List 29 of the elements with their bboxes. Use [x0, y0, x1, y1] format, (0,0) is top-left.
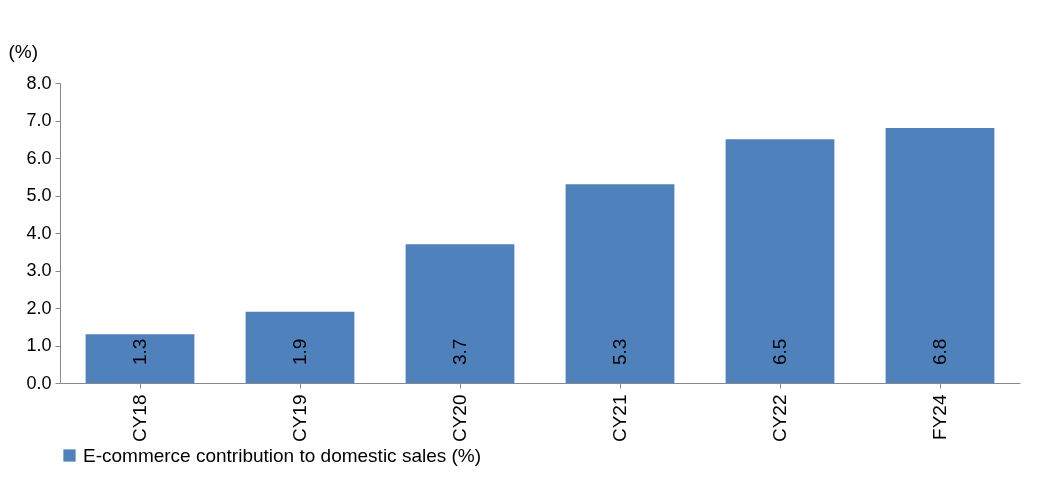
x-tick-label: CY22 — [769, 394, 790, 443]
y-tick-label: 8.0 — [26, 72, 52, 93]
y-axis-title: (%) — [8, 40, 39, 62]
x-tick-label: CY21 — [609, 394, 630, 443]
bar — [85, 334, 195, 383]
y-tick-label: 2.0 — [26, 297, 52, 318]
bar — [245, 311, 355, 383]
y-tick-label: 5.0 — [26, 185, 52, 205]
y-tick-label: 1.0 — [26, 335, 52, 355]
y-tick-label: 3.0 — [26, 260, 52, 280]
x-tick-label: CY19 — [289, 394, 310, 443]
bar — [405, 244, 515, 383]
x-tick-label: CY20 — [449, 394, 470, 443]
bar — [725, 139, 835, 383]
legend-label: E-commerce contribution to domestic sales (%) — [83, 444, 482, 466]
y-tick-label: 7.0 — [26, 110, 52, 130]
data-label: 5.3 — [609, 338, 630, 365]
data-label: 1.9 — [289, 338, 310, 365]
data-label: 6.5 — [769, 338, 790, 365]
y-tick-label: 4.0 — [26, 222, 52, 243]
x-tick-label: CY18 — [129, 394, 150, 443]
data-label: 3.7 — [449, 338, 470, 365]
data-label: 1.3 — [129, 338, 150, 365]
x-tick-label: FY24 — [929, 394, 950, 440]
y-tick-label: 6.0 — [26, 147, 52, 168]
bar — [885, 128, 995, 383]
data-label: 6.8 — [929, 338, 950, 365]
bar — [565, 184, 675, 383]
y-tick-label: 0.0 — [26, 372, 52, 393]
